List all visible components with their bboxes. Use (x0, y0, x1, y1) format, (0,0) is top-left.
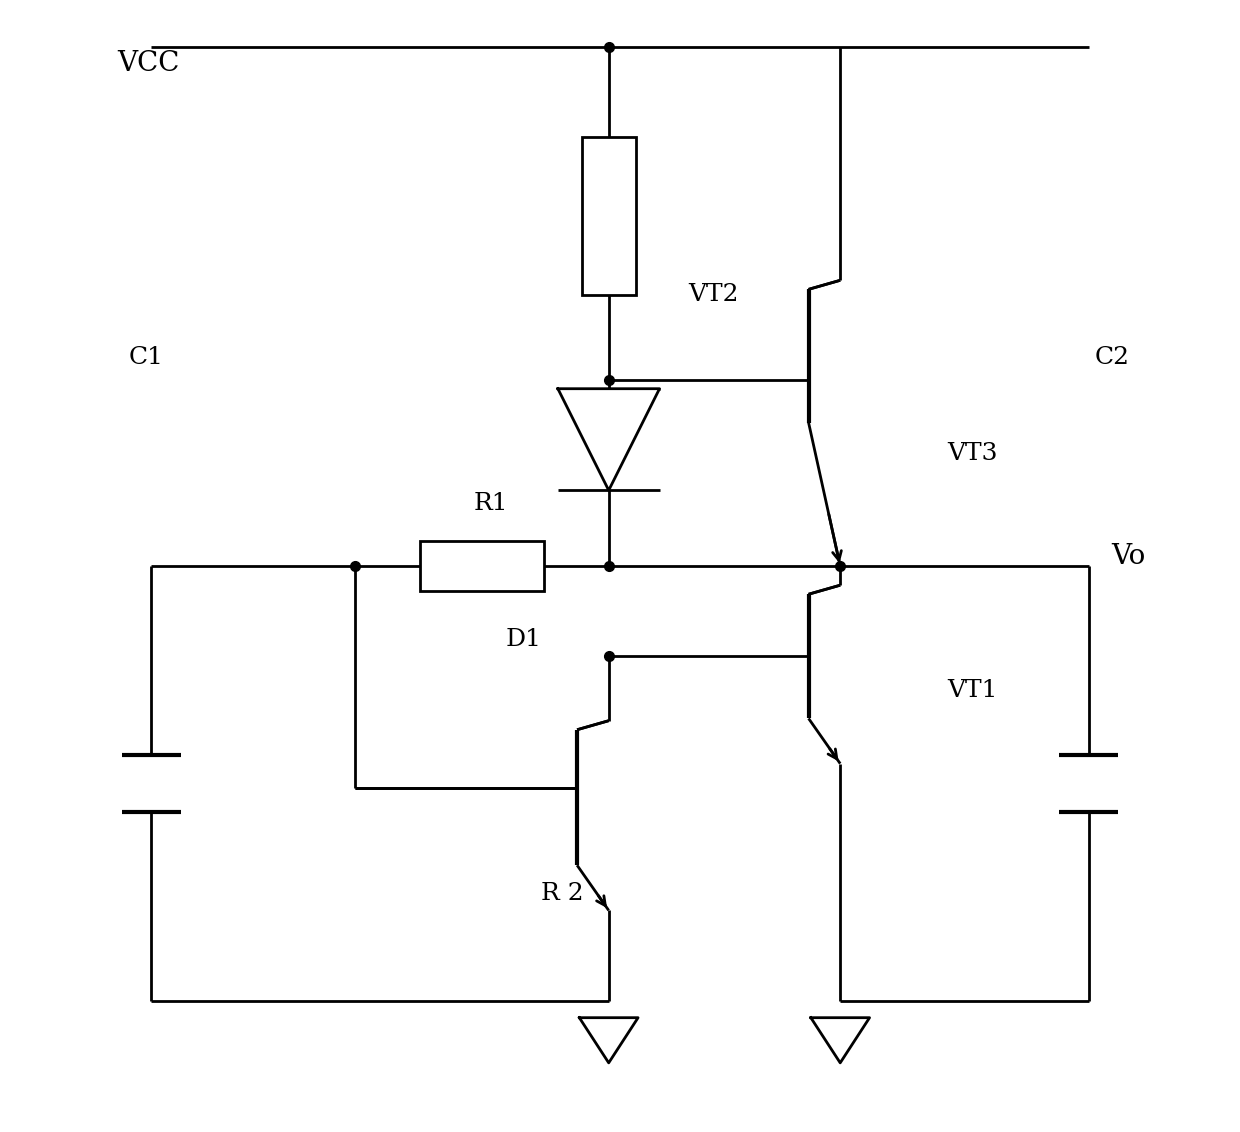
Text: D1: D1 (505, 628, 541, 651)
Text: R1: R1 (474, 492, 507, 515)
Polygon shape (558, 388, 660, 490)
Text: C1: C1 (129, 345, 164, 369)
Bar (419, 541, 544, 591)
Text: VT3: VT3 (947, 441, 998, 464)
Bar (582, 137, 636, 295)
Text: C2: C2 (1094, 345, 1130, 369)
Text: VCC: VCC (118, 50, 180, 77)
Text: VT2: VT2 (688, 283, 738, 307)
Text: R 2: R 2 (541, 882, 584, 904)
Text: Vo: Vo (1111, 543, 1146, 571)
Text: VT1: VT1 (947, 679, 998, 702)
